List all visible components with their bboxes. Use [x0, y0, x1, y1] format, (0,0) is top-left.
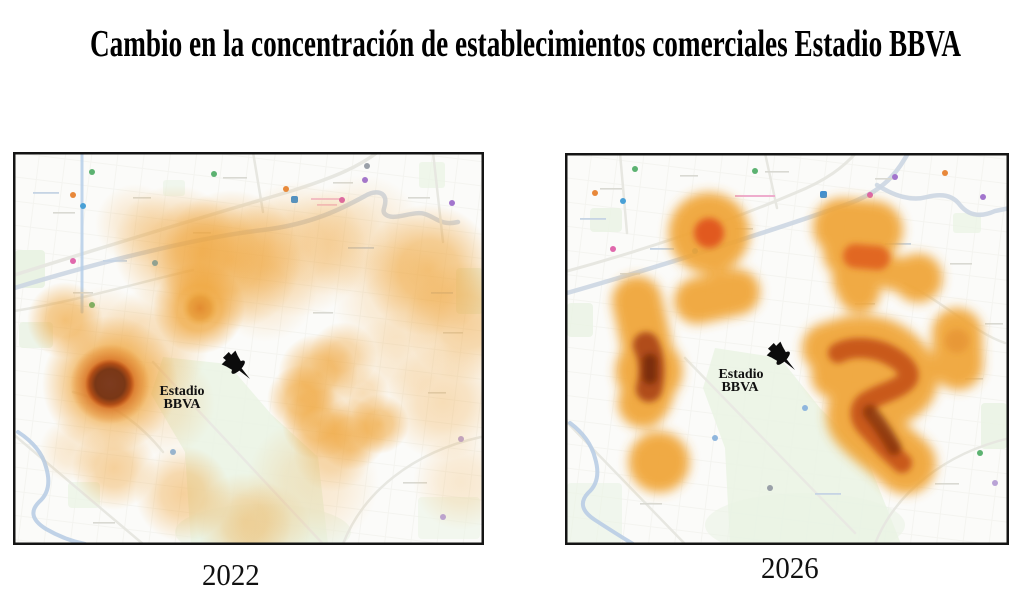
svg-text:Estadio: Estadio: [718, 367, 763, 382]
svg-text:BBVA: BBVA: [721, 380, 759, 395]
svg-text:Estadio: Estadio: [159, 384, 204, 399]
svg-text:BBVA: BBVA: [163, 397, 201, 412]
